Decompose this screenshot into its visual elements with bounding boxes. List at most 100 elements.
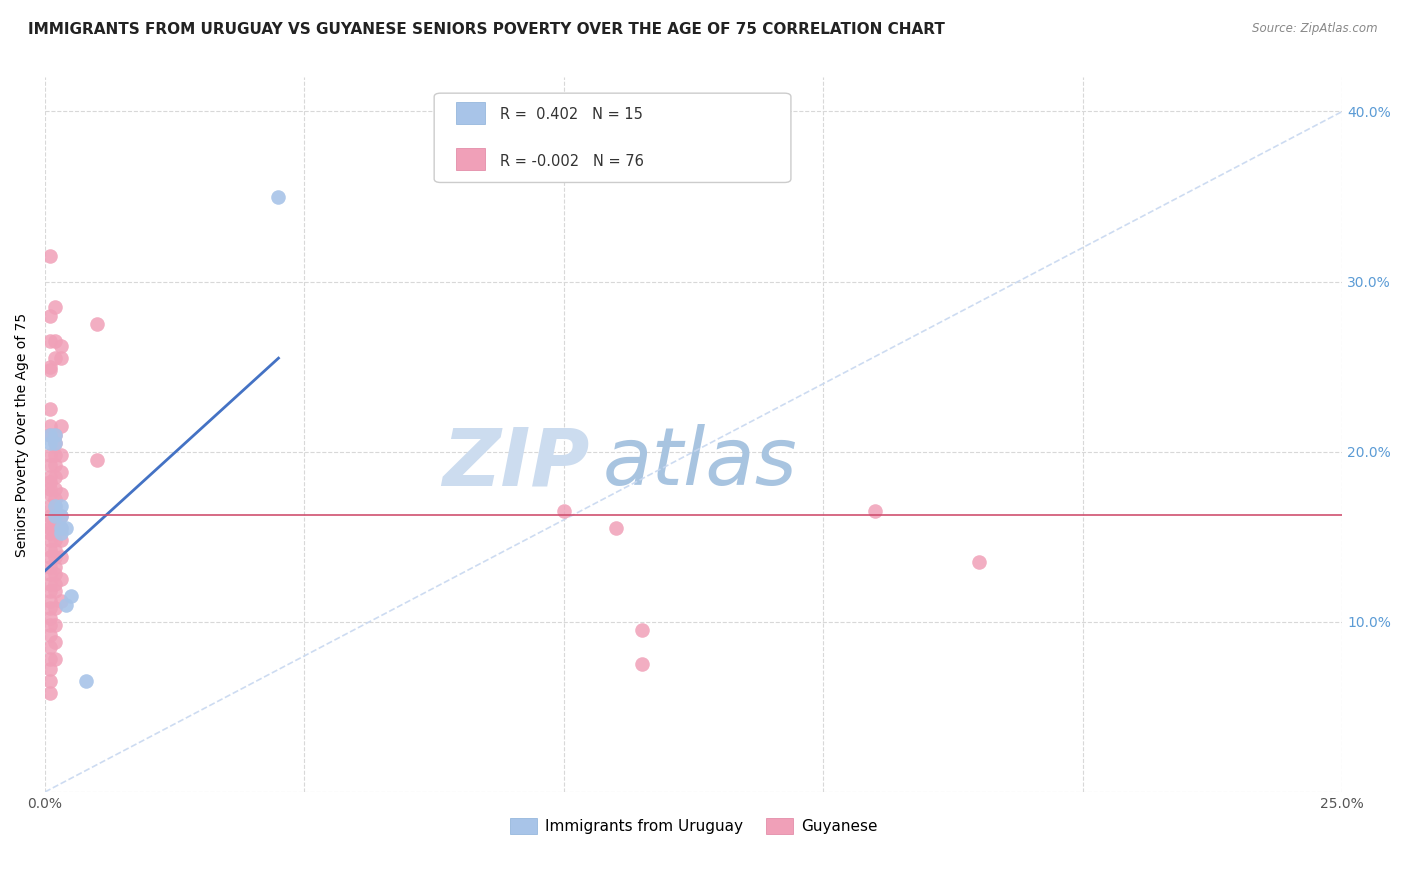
- Point: [44, 635, 66, 649]
- Point: [39, 663, 62, 677]
- Point: [39, 601, 62, 615]
- Point: [49, 550, 72, 565]
- Point: [44, 334, 66, 348]
- Point: [39, 516, 62, 531]
- Point: [49, 465, 72, 479]
- Point: [39, 334, 62, 348]
- Point: [39, 686, 62, 700]
- Point: [55, 521, 77, 535]
- Point: [44, 427, 66, 442]
- Text: atlas: atlas: [603, 425, 797, 502]
- Point: [39, 402, 62, 417]
- Point: [49, 533, 72, 548]
- Point: [44, 567, 66, 582]
- Text: Source: ZipAtlas.com: Source: ZipAtlas.com: [1253, 22, 1378, 36]
- Point: [86, 317, 108, 331]
- Point: [44, 436, 66, 450]
- Point: [44, 509, 66, 524]
- Point: [44, 351, 66, 366]
- Point: [76, 674, 98, 689]
- Point: [44, 560, 66, 574]
- Point: [44, 516, 66, 531]
- Point: [39, 577, 62, 591]
- Point: [44, 550, 66, 565]
- Point: [44, 577, 66, 591]
- Point: [39, 499, 62, 513]
- Point: [39, 611, 62, 625]
- Point: [39, 526, 62, 541]
- Point: [49, 509, 72, 524]
- FancyBboxPatch shape: [434, 93, 792, 183]
- Point: [39, 674, 62, 689]
- Point: [44, 652, 66, 666]
- Point: [44, 618, 66, 632]
- Point: [39, 482, 62, 496]
- Text: R =  0.402   N = 15: R = 0.402 N = 15: [501, 107, 643, 122]
- Text: IMMIGRANTS FROM URUGUAY VS GUYANESE SENIORS POVERTY OVER THE AGE OF 75 CORRELATI: IMMIGRANTS FROM URUGUAY VS GUYANESE SENI…: [28, 22, 945, 37]
- Point: [39, 487, 62, 501]
- Point: [39, 458, 62, 473]
- Point: [44, 526, 66, 541]
- Point: [553, 504, 575, 518]
- Text: ZIP: ZIP: [443, 425, 591, 502]
- Point: [44, 601, 66, 615]
- Legend: Immigrants from Uruguay, Guyanese: Immigrants from Uruguay, Guyanese: [510, 818, 877, 834]
- Point: [39, 560, 62, 574]
- Point: [39, 618, 62, 632]
- Bar: [456, 102, 485, 124]
- Point: [49, 526, 72, 541]
- Point: [39, 509, 62, 524]
- Point: [44, 499, 66, 513]
- Point: [630, 657, 652, 672]
- Point: [49, 521, 72, 535]
- Point: [44, 499, 66, 513]
- Point: [39, 470, 62, 484]
- Point: [39, 436, 62, 450]
- Point: [44, 300, 66, 314]
- Point: [39, 309, 62, 323]
- Point: [44, 533, 66, 548]
- Point: [267, 189, 290, 203]
- Point: [44, 427, 66, 442]
- Point: [39, 567, 62, 582]
- Point: [39, 359, 62, 374]
- Point: [865, 504, 887, 518]
- Point: [49, 509, 72, 524]
- Point: [49, 339, 72, 353]
- Point: [49, 448, 72, 462]
- Point: [49, 521, 72, 535]
- Point: [44, 436, 66, 450]
- Point: [39, 521, 62, 535]
- Point: [967, 555, 990, 569]
- Point: [605, 521, 627, 535]
- Point: [39, 533, 62, 548]
- Point: [44, 509, 66, 524]
- Point: [49, 594, 72, 608]
- Point: [630, 624, 652, 638]
- Point: [39, 475, 62, 490]
- Point: [49, 572, 72, 586]
- Bar: [456, 148, 485, 170]
- Point: [39, 448, 62, 462]
- Point: [44, 470, 66, 484]
- Point: [39, 427, 62, 442]
- Point: [59, 590, 82, 604]
- Y-axis label: Seniors Poverty Over the Age of 75: Seniors Poverty Over the Age of 75: [15, 312, 30, 557]
- Point: [39, 419, 62, 434]
- Point: [39, 550, 62, 565]
- Point: [39, 640, 62, 655]
- Point: [49, 487, 72, 501]
- Point: [44, 543, 66, 558]
- Point: [39, 427, 62, 442]
- Text: R = -0.002   N = 76: R = -0.002 N = 76: [501, 153, 644, 169]
- Point: [44, 482, 66, 496]
- Point: [49, 351, 72, 366]
- Point: [39, 584, 62, 599]
- Point: [86, 453, 108, 467]
- Point: [39, 543, 62, 558]
- Point: [44, 584, 66, 599]
- Point: [55, 598, 77, 612]
- Point: [39, 652, 62, 666]
- Point: [39, 363, 62, 377]
- Point: [44, 492, 66, 507]
